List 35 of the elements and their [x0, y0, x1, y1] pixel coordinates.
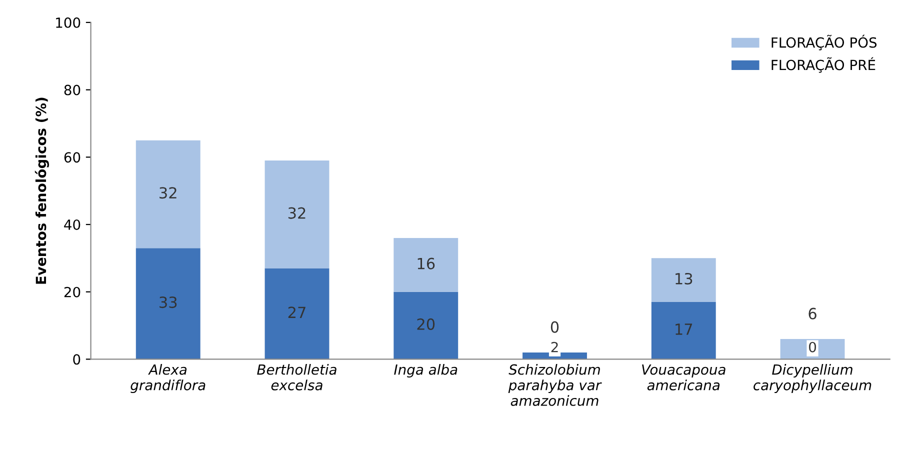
y-tick-label: 0	[73, 354, 80, 365]
bar	[136, 248, 200, 360]
bar	[264, 160, 330, 268]
data-label: 6	[808, 308, 816, 320]
bar	[264, 268, 330, 360]
data-label: 17	[676, 324, 692, 335]
data-label: 16	[418, 258, 435, 270]
data-label: 20	[417, 318, 435, 330]
x-tick-label: Dicypellium caryophyllaceum	[754, 364, 872, 394]
bar	[651, 302, 716, 360]
x-tick-label: Vouacapoua americana	[642, 364, 726, 390]
legend-label: FLORAÇÃO PRÉ	[772, 57, 876, 73]
y-tick-label: 40	[64, 219, 80, 230]
legend-label: FLORAÇÃO PÓS	[772, 34, 877, 50]
data-label: 0	[550, 321, 559, 333]
x-tick-label: Alexa grandiflora	[130, 364, 206, 394]
data-label: 33	[160, 296, 177, 308]
data-label: 2	[551, 342, 558, 352]
y-tick-label: 20	[64, 286, 80, 298]
data-label: 0	[809, 342, 816, 352]
data-label: 32	[288, 207, 306, 219]
x-tick-label: Bertholletia excelsa	[257, 364, 336, 390]
bar	[394, 238, 458, 292]
bar	[136, 140, 200, 248]
x-tick-label: Schizolobium parahyba var amazonicum	[508, 364, 602, 406]
x-tick-label: Inga alba	[394, 364, 458, 378]
bar	[394, 292, 458, 360]
y-tick-label: 100	[56, 17, 80, 28]
y-tick-label: 60	[64, 152, 80, 163]
y-axis-title: Eventos fenológicos (%)	[34, 98, 50, 284]
data-label: 13	[676, 272, 692, 284]
bar	[651, 258, 716, 302]
data-label: 27	[288, 306, 306, 318]
y-tick-label: 80	[64, 84, 80, 96]
data-label: 32	[160, 187, 176, 199]
